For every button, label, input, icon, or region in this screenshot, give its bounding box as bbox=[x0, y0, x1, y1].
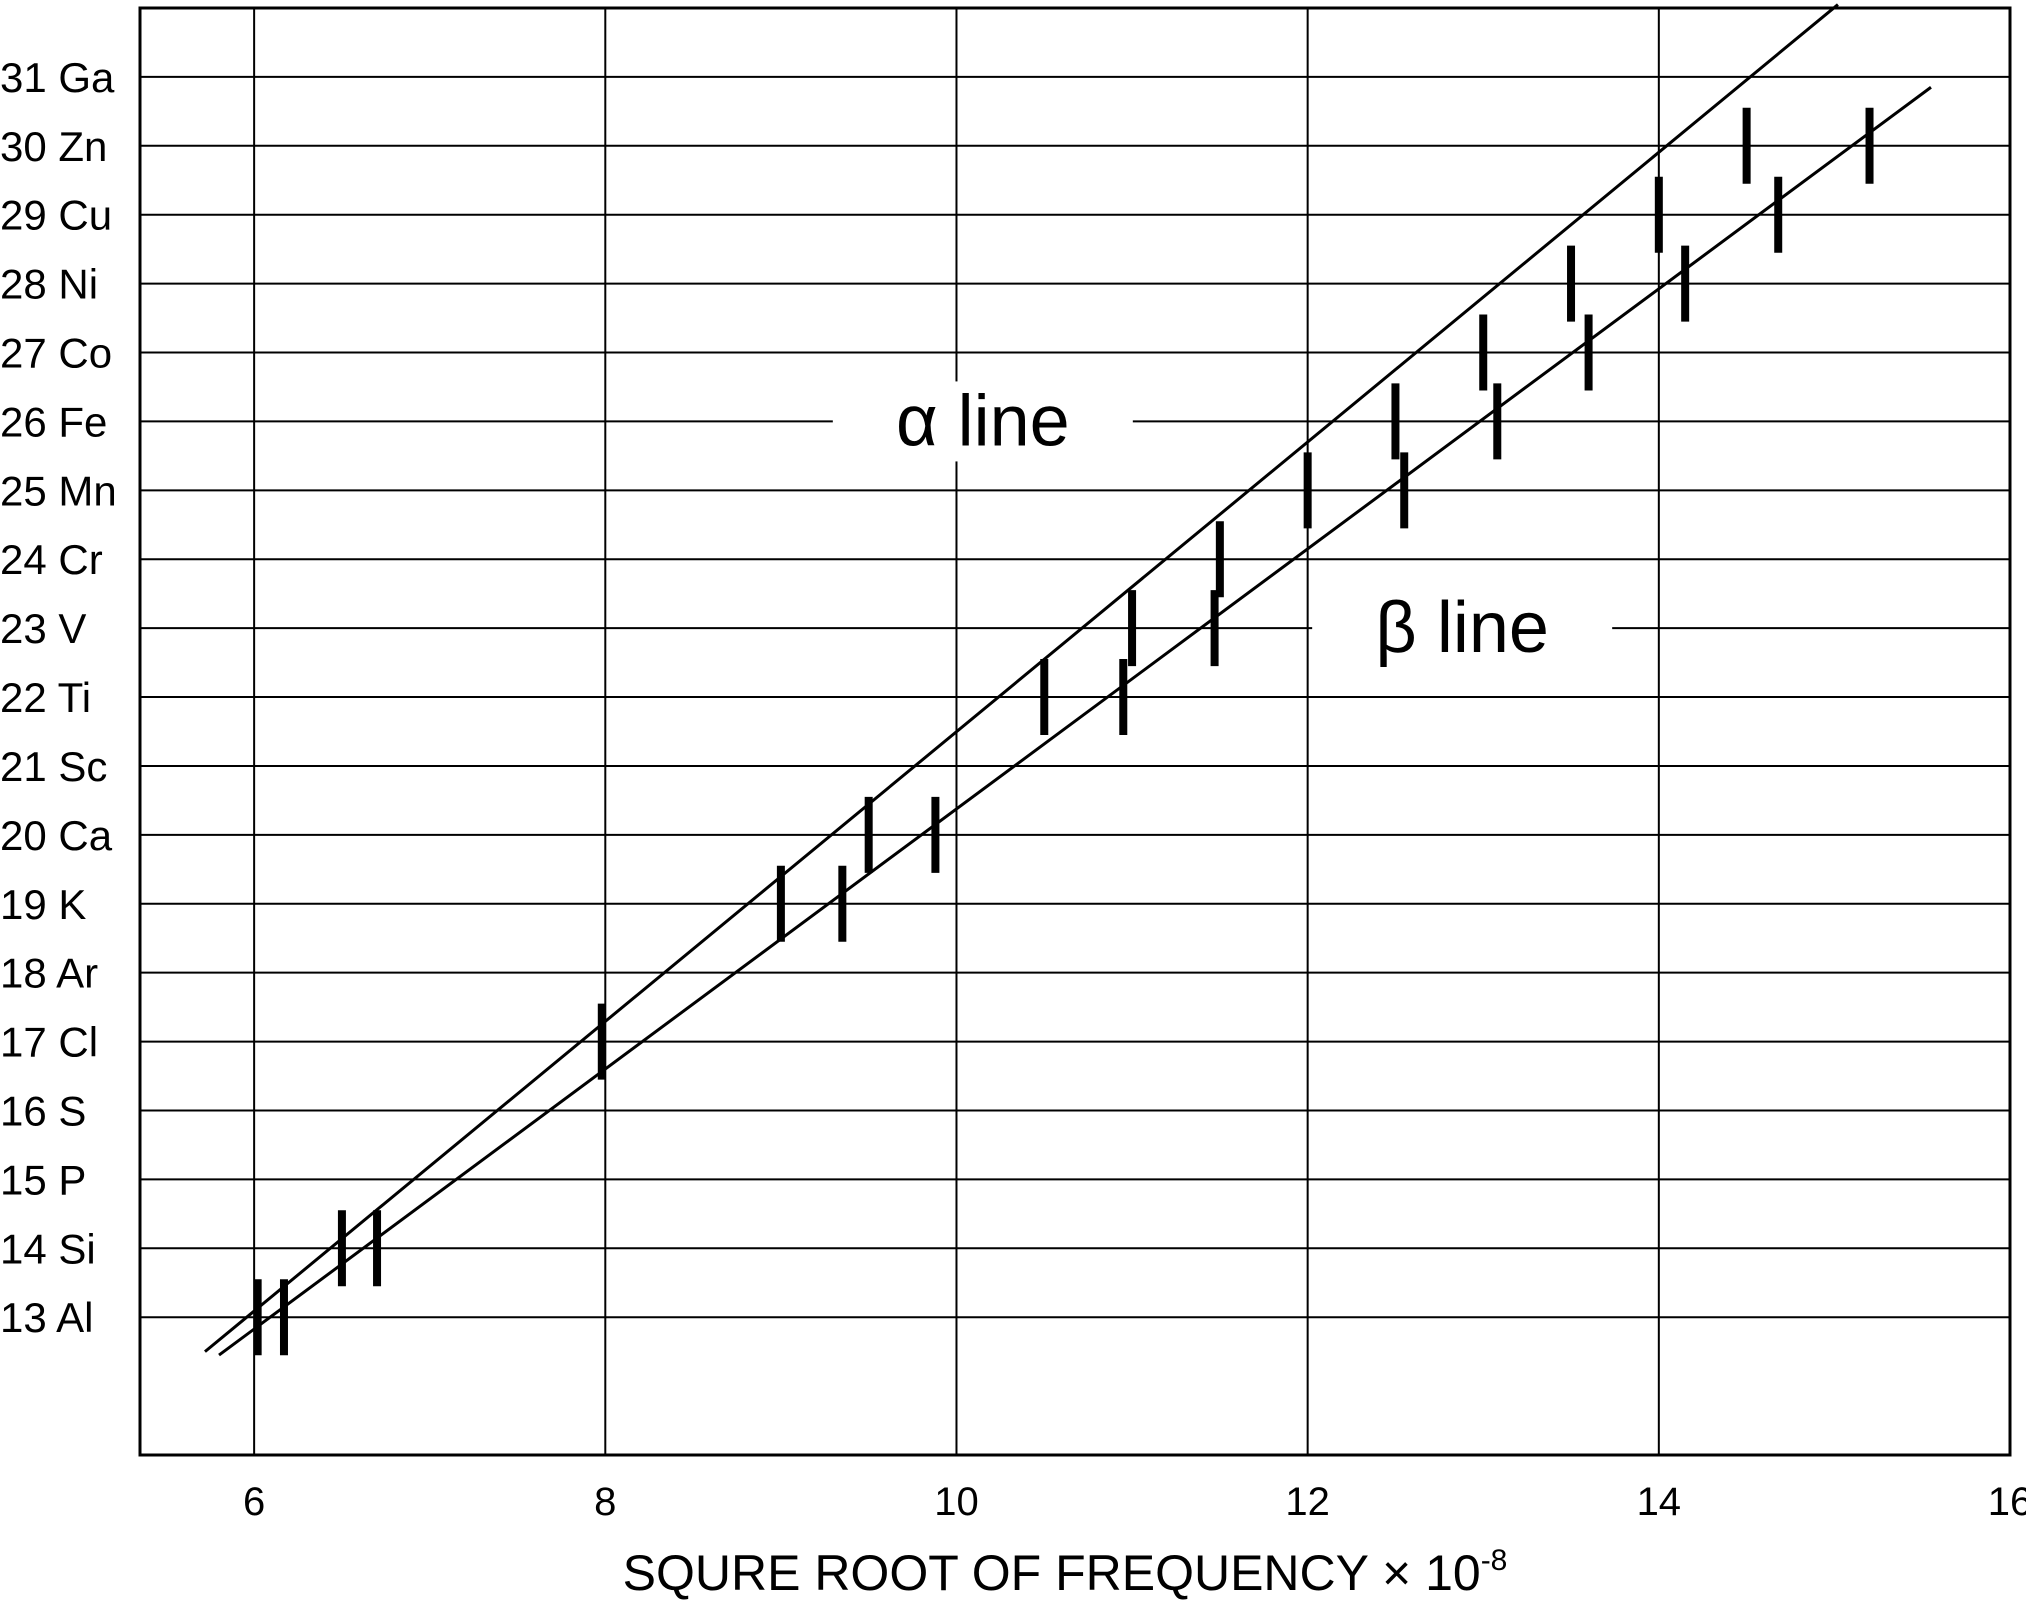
alpha-fit-line bbox=[204, 3, 1839, 1353]
alpha-label-background bbox=[832, 381, 1133, 462]
beta-fit-line bbox=[218, 86, 1932, 1357]
beta-series-label: β line bbox=[1375, 588, 1549, 668]
alpha-series-label: α line bbox=[896, 381, 1070, 461]
y-tick-label: 13 Al bbox=[0, 1294, 93, 1341]
y-tick-labels: 13 Al 14 Si 15 P 16 S 17 Cl 18 Ar 19 K 20 Ca 21 … bbox=[0, 54, 117, 1341]
x-tick-label: 12 bbox=[1285, 1480, 1330, 1524]
y-tick-label: 25 Mn bbox=[0, 467, 117, 514]
x-axis-label-exponent: -8 bbox=[1481, 1544, 1508, 1577]
y-tick-label: 17 Cl bbox=[0, 1019, 98, 1066]
beta-label-background bbox=[1312, 588, 1613, 669]
x-tick-labels: 6 8 10 12 14 16 bbox=[243, 1480, 2026, 1524]
y-tick-label: 22 Ti bbox=[0, 674, 91, 721]
plot-frame bbox=[138, 6, 2012, 1457]
series-labels: α line β line bbox=[832, 381, 1613, 669]
y-tick-label: 16 S bbox=[0, 1087, 86, 1134]
x-tick-label: 6 bbox=[243, 1480, 265, 1524]
y-tick-label: 28 Ni bbox=[0, 261, 98, 308]
x-axis-label: SQURE ROOT OF FREQUENCY × 10-8 bbox=[623, 1544, 1508, 1601]
y-tick-label: 21 Sc bbox=[0, 743, 107, 790]
x-tick-label: 8 bbox=[594, 1480, 616, 1524]
y-tick-label: 31 Ga bbox=[0, 54, 115, 101]
y-tick-label: 26 Fe bbox=[0, 398, 107, 445]
x-tick-label: 10 bbox=[934, 1480, 979, 1524]
grid-lines bbox=[140, 8, 2010, 1455]
x-tick-label: 14 bbox=[1637, 1480, 1682, 1524]
x-tick-label: 16 bbox=[1988, 1480, 2026, 1524]
y-tick-label: 29 Cu bbox=[0, 192, 112, 239]
y-tick-label: 14 Si bbox=[0, 1225, 96, 1272]
y-tick-label: 19 K bbox=[0, 881, 86, 928]
y-tick-label: 23 V bbox=[0, 605, 86, 652]
fit-lines bbox=[204, 3, 1932, 1357]
x-axis-label-text: SQURE ROOT OF FREQUENCY × 10 bbox=[623, 1545, 1481, 1601]
y-tick-label: 24 Cr bbox=[0, 536, 103, 583]
y-tick-label: 20 Ca bbox=[0, 812, 113, 859]
y-tick-label: 18 Ar bbox=[0, 950, 98, 997]
y-tick-label: 30 Zn bbox=[0, 123, 107, 170]
data-marks bbox=[253, 107, 1874, 1356]
y-tick-label: 27 Co bbox=[0, 330, 112, 377]
y-tick-label: 15 P bbox=[0, 1156, 86, 1203]
